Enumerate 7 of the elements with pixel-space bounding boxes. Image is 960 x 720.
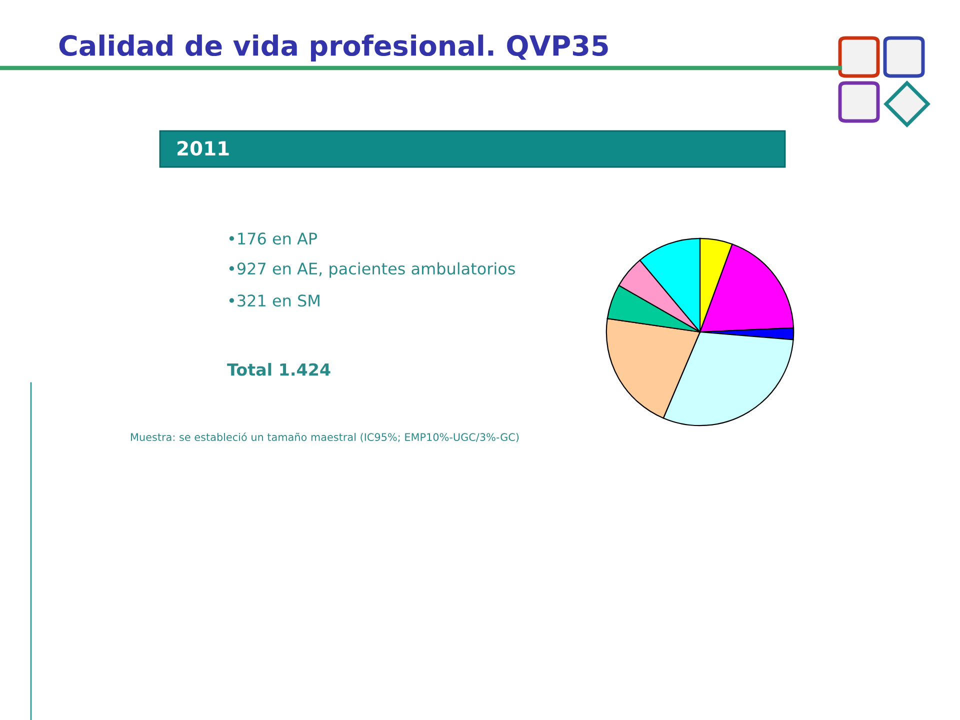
text: Calidad de vida profesional. QVP35 (59, 34, 608, 62)
text: •927 en AE, pacientes ambulatorios (229, 262, 515, 278)
text: Total 1.424 (227, 362, 330, 376)
text: •176 en AP (229, 232, 318, 245)
text: •321 en SM (229, 294, 320, 307)
text: 2011 (178, 140, 229, 156)
text: Muestra: se estableció un tamaño maestral (IC95%; EMP10%-UGC/3%-GC) (131, 432, 519, 442)
